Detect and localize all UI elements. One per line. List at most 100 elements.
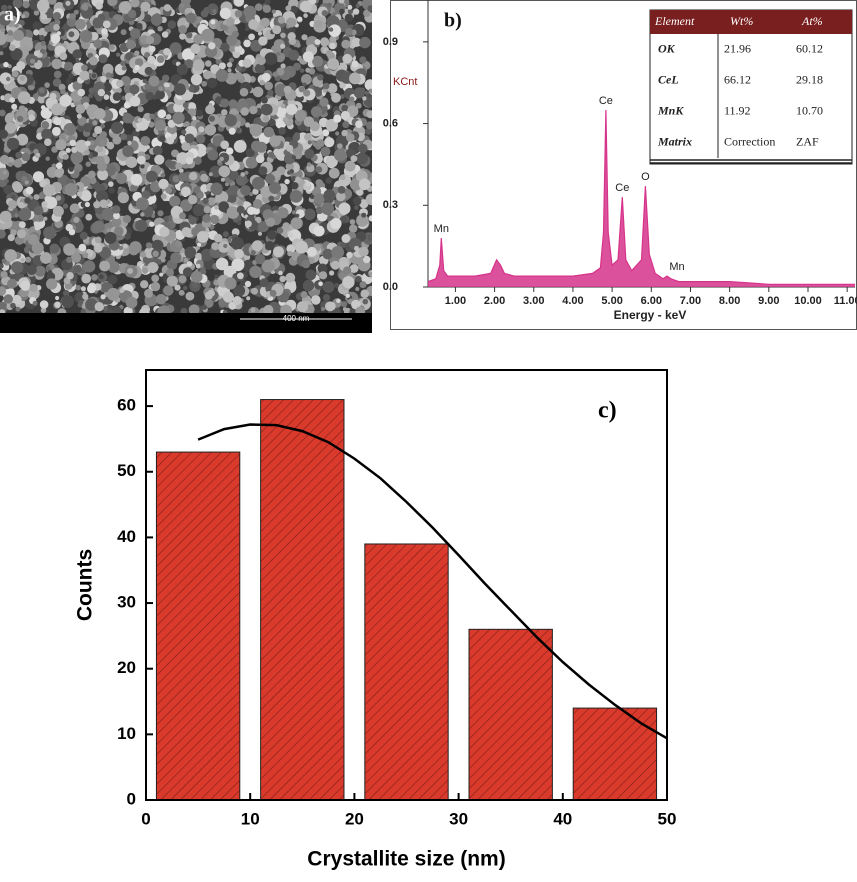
sem-grain <box>222 291 234 303</box>
sem-grain <box>342 307 347 312</box>
sem-grain <box>18 221 26 229</box>
sem-grain <box>179 3 185 9</box>
sem-grain <box>150 203 157 210</box>
sem-grain <box>316 139 325 148</box>
sem-grain <box>77 124 85 132</box>
sem-grain <box>32 217 37 222</box>
sem-grain <box>178 289 185 296</box>
sem-grain <box>318 281 323 287</box>
sem-grain <box>279 275 287 283</box>
sem-grain <box>352 196 362 206</box>
sem-grain <box>22 1 30 9</box>
sem-grain <box>265 217 276 227</box>
sem-grain <box>112 92 122 101</box>
sem-grain <box>342 276 355 289</box>
sem-grain <box>16 61 26 71</box>
sem-grain <box>174 284 181 291</box>
sem-grain <box>287 32 296 41</box>
sem-grain <box>18 202 25 209</box>
sem-grain <box>275 51 281 57</box>
sem-grain <box>78 243 87 252</box>
sem-grain <box>319 271 328 280</box>
sem-grain <box>222 231 229 238</box>
sem-grain <box>188 86 195 93</box>
sem-grain <box>65 0 71 6</box>
sem-grain <box>335 131 340 136</box>
sem-grain <box>353 87 365 99</box>
peak-label: Ce <box>615 182 629 194</box>
sem-grain <box>328 27 334 32</box>
sem-grain <box>37 215 45 222</box>
y-axis-title: Counts <box>74 549 97 621</box>
sem-grain <box>363 9 371 17</box>
sem-grain <box>236 205 245 214</box>
x-axis-title: Energy - keV <box>614 308 687 322</box>
sem-grain <box>302 82 307 87</box>
sem-grain <box>129 84 140 95</box>
sem-grain <box>322 281 335 293</box>
sem-grain <box>330 218 342 230</box>
sem-grain <box>33 205 44 216</box>
sem-grain <box>222 309 228 313</box>
sem-grain <box>195 245 200 251</box>
x-tick-label: 7.00 <box>680 295 701 307</box>
sem-grain <box>4 122 17 134</box>
sem-grain <box>99 260 110 272</box>
sem-grain <box>365 121 372 130</box>
sem-grain <box>275 106 287 118</box>
sem-grain <box>53 24 60 31</box>
sem-grain <box>267 151 275 158</box>
sem-grain <box>21 152 31 162</box>
sem-grain <box>4 249 17 262</box>
sem-grain <box>66 142 71 147</box>
sem-grain <box>50 33 61 44</box>
sem-grain <box>240 107 249 116</box>
sem-grain <box>359 199 369 209</box>
sem-grain <box>101 28 108 35</box>
sem-grain <box>140 136 151 146</box>
sem-grain <box>233 284 246 297</box>
panel-a: 400 nm a) <box>0 0 372 333</box>
sem-grain <box>179 168 184 174</box>
sem-grain <box>260 96 268 104</box>
sem-grain <box>330 260 340 270</box>
sem-grain <box>11 70 19 78</box>
sem-grain <box>303 89 311 97</box>
sem-grain <box>148 121 155 128</box>
sem-grain <box>351 60 359 68</box>
sem-grain <box>170 252 182 264</box>
sem-grain <box>255 254 266 265</box>
sem-grain <box>181 129 187 135</box>
x-tick-label: 0 <box>141 809 150 828</box>
panel-b: 0.0 0.3 0.6 0.9 1.00 2.00 3.00 4.00 5.00 6.00 7.00… <box>383 0 857 330</box>
sem-grain <box>287 170 292 175</box>
sem-grain <box>149 45 156 53</box>
sem-grain <box>18 208 32 221</box>
sem-grain <box>112 306 122 313</box>
sem-grain <box>358 246 369 257</box>
sem-grain <box>180 186 191 197</box>
sem-grain <box>91 274 98 281</box>
bar-hatch <box>469 629 553 800</box>
sem-grain <box>227 68 232 73</box>
sem-grain <box>237 272 244 280</box>
sem-grain <box>46 278 58 290</box>
sem-grain <box>34 62 39 67</box>
sem-grain <box>76 191 83 197</box>
sem-grain <box>89 140 95 146</box>
spectrum <box>427 109 855 285</box>
sem-grain <box>252 188 259 195</box>
sem-grain <box>127 268 134 274</box>
sem-grain <box>234 10 243 18</box>
sem-grain <box>339 174 346 181</box>
sem-grain <box>345 27 353 36</box>
sem-grain <box>317 74 324 81</box>
sem-grain <box>78 299 84 305</box>
sem-grain <box>327 2 332 8</box>
sem-grain <box>123 102 131 109</box>
sem-grain <box>297 16 303 22</box>
sem-grain <box>277 16 285 24</box>
x-tick-label: 30 <box>449 809 468 828</box>
sem-grain <box>147 262 159 273</box>
y-tick-label: 0.6 <box>383 117 398 129</box>
